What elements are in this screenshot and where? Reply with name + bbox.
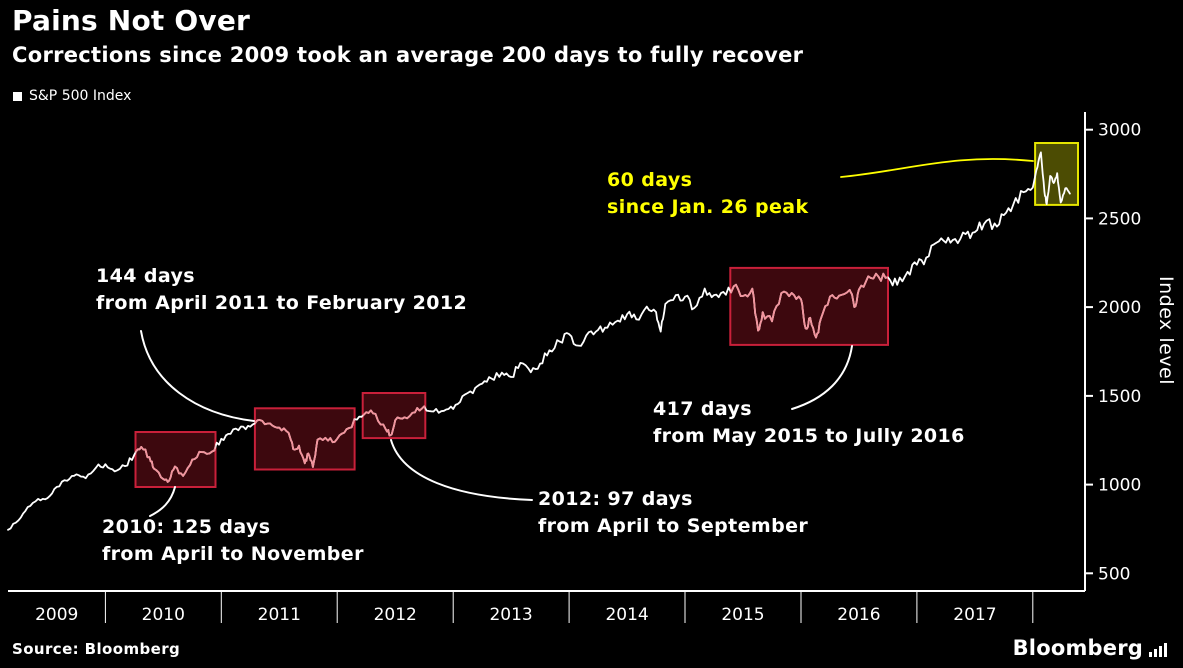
page-subtitle: Corrections since 2009 took an average 2… [12, 43, 804, 67]
annotation-line: 417 days [653, 398, 753, 420]
annotation-line: from May 2015 to Jully 2016 [653, 425, 965, 447]
y-axis-label: 1500 [1098, 387, 1141, 407]
page-title: Pains Not Over [12, 4, 251, 37]
annotation-line: 2012: 97 days [538, 488, 693, 510]
x-axis-label: 2009 [35, 605, 78, 625]
x-axis-label: 2014 [605, 605, 648, 625]
bloomberg-logo: Bloomberg [1013, 636, 1167, 660]
price-line-highlight [135, 443, 216, 483]
legend-swatch-icon [13, 91, 22, 101]
connector-line [149, 486, 176, 517]
highlight-box-correction-2012 [361, 392, 427, 440]
annotation-2011-correction: 144 days from April 2011 to February 201… [96, 263, 467, 317]
annotation-2015-correction: 417 days from May 2015 to Jully 2016 [653, 396, 965, 450]
highlight-boxes [134, 142, 1079, 488]
highlight-box-correction-2010 [134, 431, 217, 488]
y-axis-label: 2500 [1098, 209, 1141, 229]
connector-line [390, 439, 533, 501]
x-axis-label: 2010 [142, 605, 185, 625]
annotation-line: 60 days [607, 169, 693, 191]
x-axis-label: 2011 [258, 605, 301, 625]
annotation-line: 2010: 125 days [102, 516, 271, 538]
y-axis-title: Index level [1155, 276, 1177, 386]
highlight-box-correction-2015-2016 [729, 266, 889, 346]
source-text: Source: Bloomberg [12, 640, 181, 658]
axes: 2009 2010 2011 2012 2013 2014 2015 2016 2017 500 1… [8, 112, 1141, 625]
connector-line [791, 345, 853, 410]
y-axis-label: 1000 [1098, 476, 1141, 496]
x-axis-label: 2015 [721, 605, 764, 625]
y-axis-label: 3000 [1098, 121, 1141, 141]
x-axis-label: 2016 [837, 605, 880, 625]
x-axis-label: 2012 [374, 605, 417, 625]
annotation-line: from April to November [102, 543, 364, 565]
annotation-2010-correction: 2010: 125 days from April to November [102, 514, 364, 568]
x-axis-label: 2013 [489, 605, 532, 625]
connector-line [140, 330, 255, 422]
annotation-connectors [140, 158, 1034, 517]
connector-line [840, 158, 1034, 178]
annotation-2012-correction: 2012: 97 days from April to September [538, 486, 808, 540]
bloomberg-bars-icon [1149, 643, 1167, 657]
x-axis-label: 2017 [953, 605, 996, 625]
annotation-line: 144 days [96, 265, 196, 287]
bloomberg-logo-text: Bloomberg [1012, 636, 1143, 660]
legend: S&P 500 Index [13, 88, 131, 104]
annotation-line: from April to September [538, 515, 809, 537]
annotation-line: from April 2011 to February 2012 [96, 292, 468, 314]
annotation-line: since Jan. 26 peak [607, 196, 809, 218]
y-axis-label: 500 [1098, 564, 1130, 584]
legend-label: S&P 500 Index [29, 88, 132, 104]
annotation-2018-correction: 60 days since Jan. 26 peak [607, 167, 809, 221]
y-axis-label: 2000 [1098, 298, 1141, 318]
